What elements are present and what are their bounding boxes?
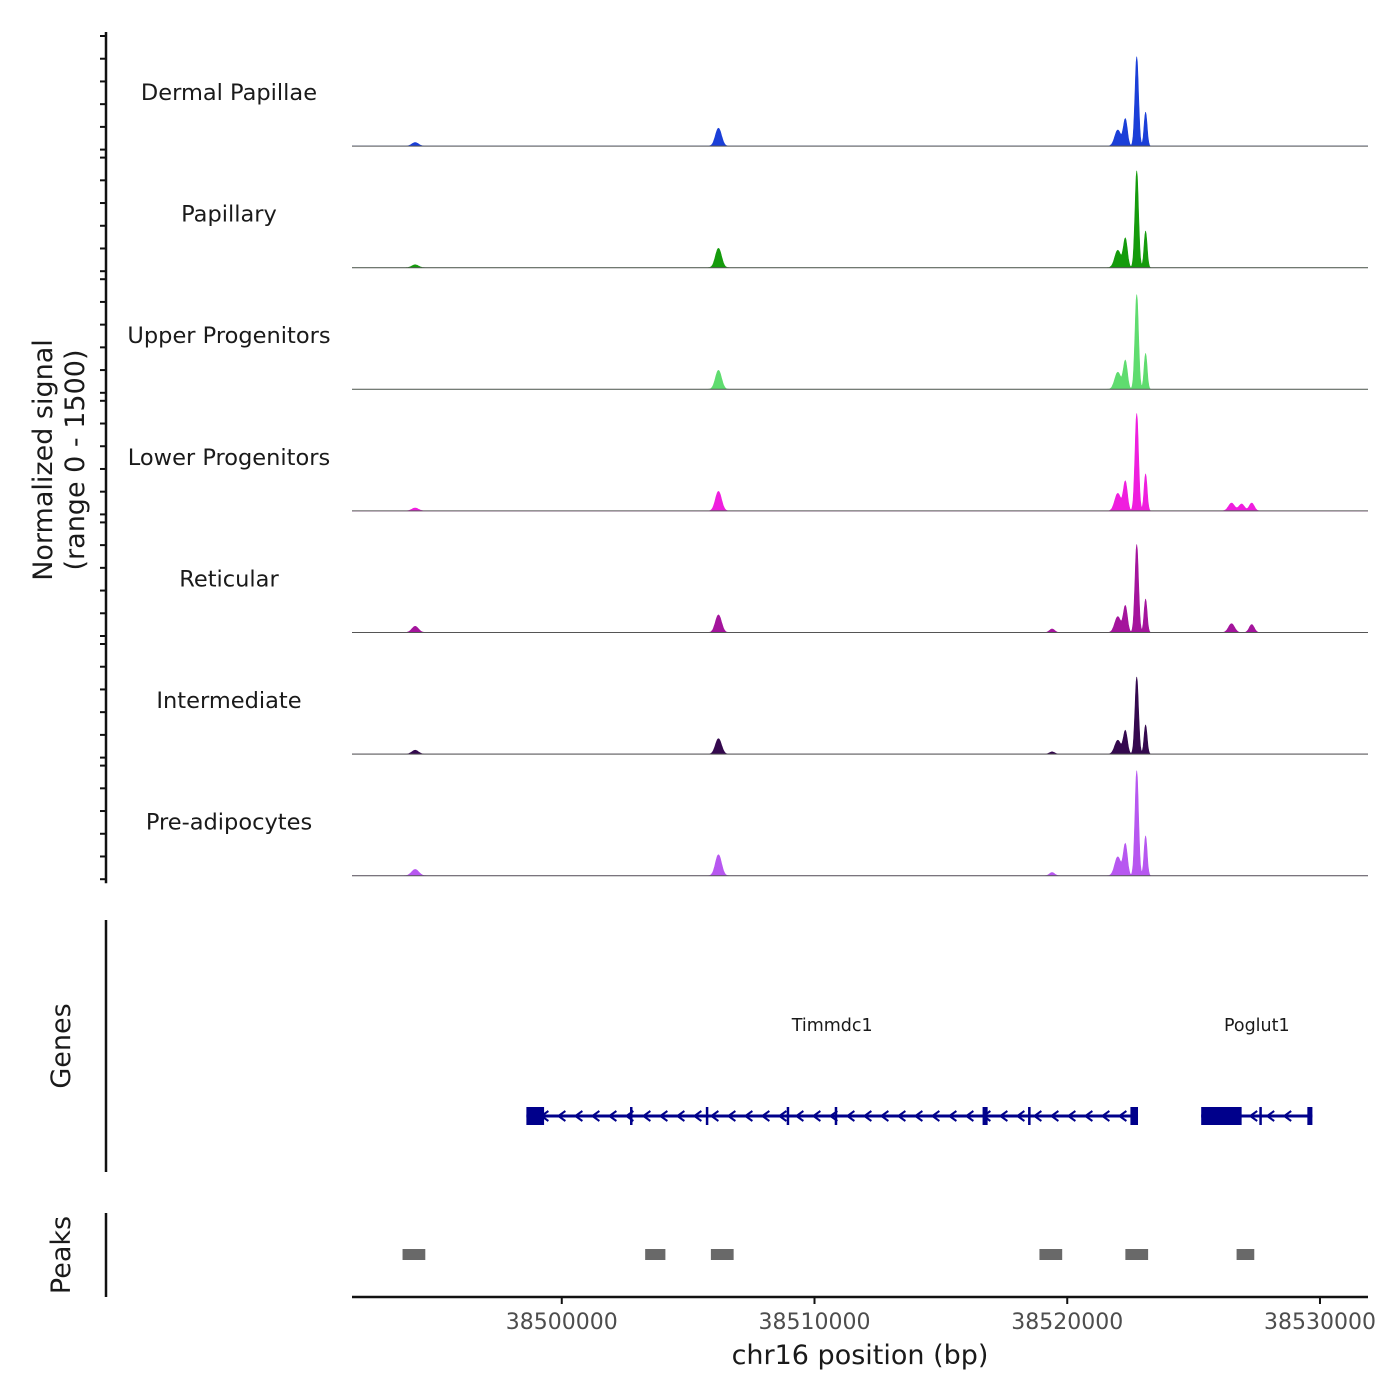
track-upper-progenitors: Upper Progenitors bbox=[127, 294, 1368, 390]
strand-arrow bbox=[726, 1110, 736, 1122]
strand-arrow bbox=[641, 1110, 651, 1122]
strand-arrow bbox=[675, 1110, 685, 1122]
strand-arrow bbox=[743, 1110, 753, 1122]
peak-track bbox=[402, 1249, 1255, 1260]
exon bbox=[982, 1107, 988, 1125]
track-label: Upper Progenitors bbox=[127, 323, 330, 349]
strand-arrow bbox=[811, 1110, 821, 1122]
x-tick-label: 38530000 bbox=[1264, 1310, 1376, 1335]
track-reticular: Reticular bbox=[179, 544, 1368, 633]
peak-region bbox=[1236, 1249, 1255, 1260]
signal-area bbox=[352, 294, 1368, 390]
strand-arrow bbox=[1083, 1110, 1093, 1122]
exon bbox=[786, 1107, 790, 1125]
strand-arrow bbox=[1117, 1110, 1127, 1122]
peak-region bbox=[1039, 1249, 1063, 1260]
strand-arrow bbox=[777, 1110, 787, 1122]
strand-arrow bbox=[947, 1110, 957, 1122]
strand-arrow bbox=[930, 1110, 940, 1122]
strand-arrow bbox=[709, 1110, 719, 1122]
strand-arrow bbox=[1066, 1110, 1076, 1122]
track-label: Reticular bbox=[179, 566, 279, 592]
y-axis-label-line1: Normalized signal bbox=[28, 339, 59, 581]
strand-arrow bbox=[896, 1110, 906, 1122]
gene-poglut1: Poglut1 bbox=[1201, 1016, 1313, 1125]
x-tick-label: 38510000 bbox=[759, 1310, 871, 1335]
strand-arrow bbox=[1015, 1110, 1025, 1122]
signal-area bbox=[352, 770, 1368, 876]
exon bbox=[1028, 1107, 1031, 1125]
strand-arrow bbox=[607, 1110, 617, 1122]
peaks-track-label: Peaks bbox=[46, 1216, 77, 1294]
signal-area bbox=[352, 170, 1368, 268]
track-lower-progenitors: Lower Progenitors bbox=[128, 413, 1368, 512]
strand-arrow bbox=[1032, 1110, 1042, 1122]
x-axis: 38500000 38510000 38520000 38530000 bbox=[506, 1297, 1376, 1335]
strand-arrow bbox=[1100, 1110, 1110, 1122]
genes-track-label: Genes bbox=[46, 1003, 77, 1088]
strand-arrow bbox=[556, 1110, 566, 1122]
peak-region bbox=[402, 1249, 426, 1260]
strand-arrow bbox=[879, 1110, 889, 1122]
strand-arrow bbox=[590, 1110, 600, 1122]
peak-region bbox=[645, 1249, 666, 1260]
exon bbox=[1130, 1107, 1139, 1125]
strand-arrow bbox=[692, 1110, 702, 1122]
peak-region bbox=[710, 1249, 734, 1260]
strand-arrow bbox=[1049, 1110, 1059, 1122]
strand-arrow bbox=[1248, 1110, 1258, 1122]
peak-region bbox=[1125, 1249, 1149, 1260]
gene-label: Timmdc1 bbox=[791, 1016, 873, 1036]
x-axis-label: chr16 position (bp) bbox=[732, 1340, 989, 1371]
gene-track: Timmdc1 Poglut1 bbox=[526, 1016, 1313, 1125]
y-axis-label-line2: (range 0 - 1500) bbox=[60, 350, 91, 571]
strand-arrow bbox=[658, 1110, 668, 1122]
strand-arrow bbox=[573, 1110, 583, 1122]
track-label: Dermal Papillae bbox=[141, 80, 317, 106]
exon bbox=[1201, 1107, 1242, 1125]
track-pre-adipocytes: Pre-adipocytes bbox=[146, 770, 1368, 877]
exon bbox=[526, 1107, 545, 1125]
exon bbox=[834, 1107, 838, 1125]
signal-area bbox=[352, 56, 1368, 147]
track-intermediate: Intermediate bbox=[156, 676, 1368, 755]
track-label: Intermediate bbox=[156, 688, 301, 714]
signal-area bbox=[352, 544, 1368, 633]
strand-arrow bbox=[1265, 1110, 1275, 1122]
strand-arrow bbox=[964, 1110, 974, 1122]
strand-arrow bbox=[998, 1110, 1008, 1122]
exon bbox=[1259, 1107, 1262, 1125]
track-papillary: Papillary bbox=[181, 170, 1368, 269]
strand-arrow bbox=[794, 1110, 804, 1122]
strand-arrow bbox=[862, 1110, 872, 1122]
signal-area bbox=[352, 676, 1368, 755]
track-dermal-papillae: Dermal Papillae bbox=[141, 56, 1368, 147]
exon bbox=[1307, 1107, 1313, 1125]
x-tick-label: 38520000 bbox=[1011, 1310, 1123, 1335]
signal-y-axis bbox=[100, 32, 108, 884]
coverage-tracks: Dermal Papillae Papillary Upper Progenitor… bbox=[127, 56, 1368, 877]
track-label: Pre-adipocytes bbox=[146, 810, 312, 836]
signal-area bbox=[352, 413, 1368, 512]
x-tick-label: 38500000 bbox=[506, 1310, 618, 1335]
strand-arrow bbox=[845, 1110, 855, 1122]
track-label: Papillary bbox=[181, 202, 277, 228]
exon bbox=[705, 1107, 709, 1125]
track-label: Lower Progenitors bbox=[128, 445, 330, 471]
gene-timmdc1: Timmdc1 bbox=[526, 1016, 1139, 1125]
exon bbox=[630, 1107, 633, 1125]
strand-arrow bbox=[913, 1110, 923, 1122]
strand-arrow bbox=[760, 1110, 770, 1122]
gene-label: Poglut1 bbox=[1224, 1016, 1290, 1036]
strand-arrow bbox=[1282, 1110, 1292, 1122]
